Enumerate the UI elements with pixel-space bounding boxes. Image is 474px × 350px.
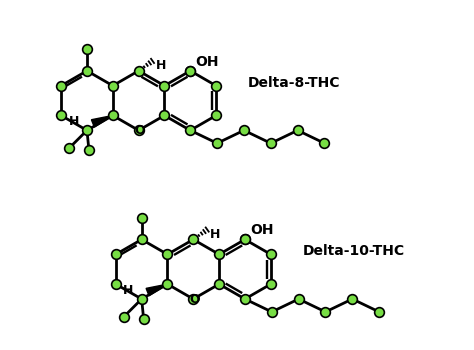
Text: H: H — [210, 228, 220, 240]
Text: H: H — [69, 115, 79, 128]
Text: H: H — [155, 59, 166, 72]
Text: Delta-8-THC: Delta-8-THC — [248, 76, 340, 90]
Text: O: O — [189, 293, 200, 306]
Text: OH: OH — [195, 55, 219, 69]
Text: OH: OH — [250, 224, 273, 238]
Text: O: O — [134, 124, 145, 137]
Polygon shape — [91, 116, 113, 127]
Polygon shape — [146, 284, 167, 296]
Text: H: H — [123, 284, 134, 296]
Text: Delta-10-THC: Delta-10-THC — [302, 244, 405, 258]
